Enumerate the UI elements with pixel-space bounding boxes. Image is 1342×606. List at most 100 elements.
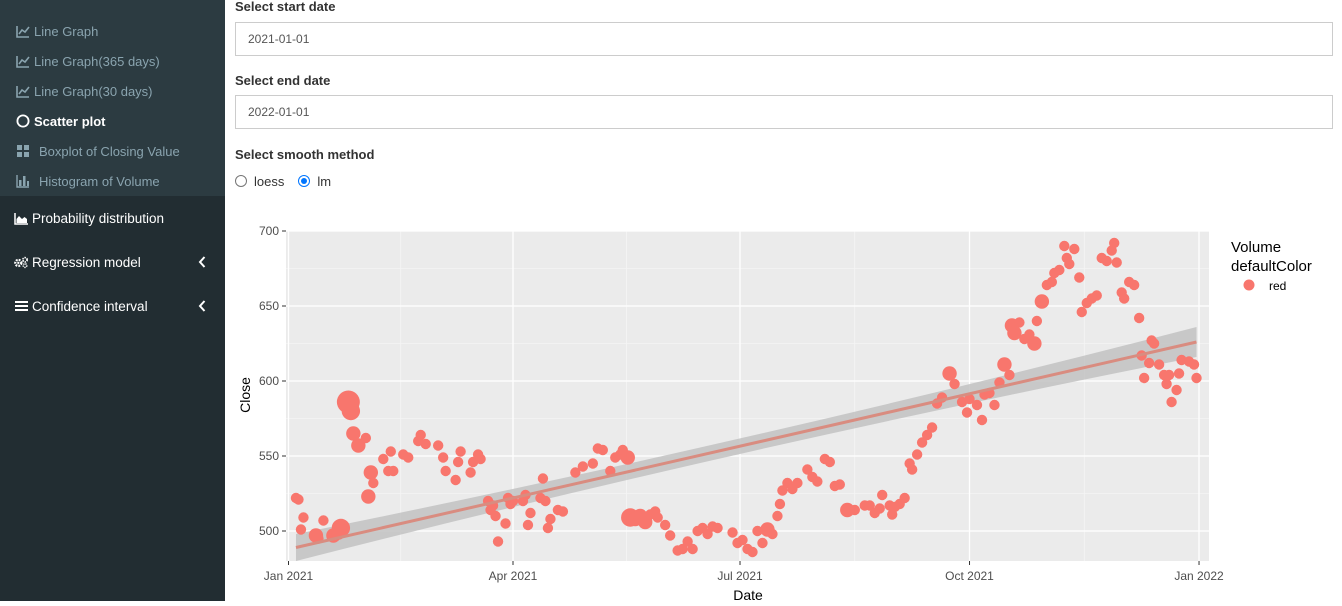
data-point — [1076, 306, 1087, 318]
data-point — [557, 506, 569, 517]
x-axis-title: Date — [733, 587, 763, 601]
scatter-plot: 500 550 600 650 700 Jan 2021 Apr 2021 Jul 2021… — [230, 205, 1335, 603]
data-point — [1153, 359, 1165, 370]
data-point — [542, 522, 554, 534]
legend-key — [1243, 279, 1255, 291]
data-point — [677, 543, 688, 555]
x-tick-label: Jul 2021 — [717, 569, 763, 583]
data-point — [864, 500, 875, 511]
data-point — [1109, 237, 1120, 249]
sidebar-item-histogram[interactable]: Histogram of Volume — [0, 166, 225, 196]
sidebar-item-probability-distribution[interactable]: Probability distribution — [0, 198, 225, 238]
data-point — [1143, 357, 1155, 369]
data-point — [834, 479, 845, 490]
y-axis: 500 550 600 650 700 — [259, 224, 286, 538]
data-point — [874, 503, 885, 514]
data-point — [971, 399, 983, 411]
scatter-plot-svg: 500 550 600 650 700 Jan 2021 Apr 2021 Jul 2021… — [237, 224, 1312, 603]
data-point — [351, 438, 366, 453]
data-point — [1031, 315, 1043, 327]
data-point — [403, 452, 414, 463]
data-point — [877, 489, 888, 501]
data-point — [1163, 369, 1175, 381]
x-tick-label: Apr 2021 — [489, 569, 538, 583]
regression-line — [295, 340, 1197, 549]
sidebar-item-confidence-interval[interactable]: Confidence interval — [0, 286, 225, 326]
data-point — [1054, 264, 1065, 276]
data-point — [492, 536, 504, 547]
bar-chart-icon — [15, 173, 31, 189]
data-point — [757, 537, 768, 549]
data-point — [1014, 317, 1025, 328]
data-point — [577, 461, 589, 472]
sidebar-item-label: Confidence interval — [32, 298, 148, 314]
x-tick-label: Oct 2021 — [945, 569, 994, 583]
data-point — [737, 534, 748, 546]
data-point — [1007, 325, 1022, 341]
end-date-input[interactable] — [235, 95, 1333, 129]
data-point — [450, 474, 461, 486]
data-point — [659, 519, 671, 531]
radio-lm-circle[interactable] — [298, 175, 311, 187]
area-chart-icon — [13, 210, 29, 226]
sidebar-item-regression-model[interactable]: Regression model — [0, 242, 225, 282]
data-point — [465, 467, 476, 478]
data-point — [452, 456, 464, 468]
smooth-method-radio-group: loess lm — [235, 172, 345, 190]
data-point — [1188, 359, 1200, 370]
data-point — [500, 518, 511, 529]
data-point — [437, 452, 449, 463]
data-point — [361, 489, 376, 504]
data-point — [1138, 372, 1150, 384]
sidebar-item-line-graph[interactable]: Line Graph — [0, 16, 225, 46]
radio-lm[interactable]: lm — [298, 174, 331, 189]
data-point — [490, 510, 501, 522]
data-point — [702, 528, 713, 540]
data-point — [1128, 279, 1140, 291]
data-point — [961, 407, 973, 418]
sidebar-item-label: Line Graph(365 days) — [34, 53, 160, 69]
radio-selected-dot — [301, 178, 308, 184]
data-point — [318, 515, 329, 526]
radio-loess[interactable]: loess — [235, 174, 284, 189]
sidebar-item-line-graph-30[interactable]: Line Graph(30 days) — [0, 76, 225, 106]
data-points — [290, 237, 1202, 558]
data-point — [432, 440, 444, 451]
line-chart-icon — [15, 83, 31, 99]
data-point — [331, 518, 351, 538]
data-point — [1118, 293, 1130, 304]
data-point — [1111, 257, 1122, 268]
grid-icon — [15, 143, 31, 159]
x-axis: Jan 2021 Apr 2021 Jul 2021 Oct 2021 Jan 2022 — [264, 561, 1224, 583]
radio-loess-label: loess — [254, 173, 285, 189]
start-date-label: Select start date — [235, 0, 336, 14]
y-tick-label: 600 — [259, 374, 279, 388]
circle-icon — [15, 113, 31, 129]
data-point — [1091, 290, 1102, 301]
sidebar-item-boxplot[interactable]: Boxplot of Closing Value — [0, 136, 225, 166]
legend-title: defaultColor — [1231, 258, 1312, 275]
data-point — [385, 446, 396, 457]
sidebar-item-label: Scatter plot — [34, 113, 106, 129]
data-point — [1133, 312, 1145, 324]
data-point — [1064, 258, 1075, 270]
start-date-input[interactable] — [235, 22, 1333, 56]
data-point — [420, 438, 431, 450]
chevron-left-icon — [197, 298, 207, 314]
sidebar-item-label: Boxplot of Closing Value — [39, 143, 180, 159]
radio-loess-circle[interactable] — [235, 175, 247, 187]
sidebar-item-label: Regression model — [32, 254, 141, 270]
y-tick-label: 550 — [259, 449, 279, 463]
sidebar-item-scatter-plot[interactable]: Scatter plot — [0, 106, 225, 136]
legend-label: red — [1269, 279, 1286, 293]
legend-title: Volume — [1231, 239, 1281, 256]
data-point — [1059, 240, 1070, 252]
data-point — [360, 432, 372, 444]
data-point — [727, 527, 738, 538]
data-point — [921, 429, 933, 441]
data-point — [899, 492, 910, 504]
data-point — [906, 464, 918, 475]
sidebar-item-line-graph-365[interactable]: Line Graph(365 days) — [0, 46, 225, 76]
y-tick-label: 500 — [259, 524, 279, 538]
data-point — [1148, 338, 1160, 349]
